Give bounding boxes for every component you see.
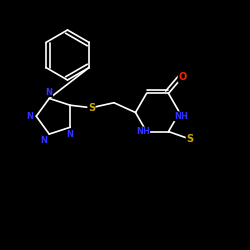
Text: S: S bbox=[186, 134, 193, 144]
Text: N: N bbox=[67, 130, 74, 139]
Text: N: N bbox=[40, 136, 47, 145]
Text: O: O bbox=[178, 72, 186, 82]
Text: S: S bbox=[88, 103, 95, 113]
Text: NH: NH bbox=[174, 112, 188, 121]
Text: N: N bbox=[46, 88, 53, 97]
Text: N: N bbox=[26, 112, 33, 121]
Text: NH: NH bbox=[136, 127, 150, 136]
